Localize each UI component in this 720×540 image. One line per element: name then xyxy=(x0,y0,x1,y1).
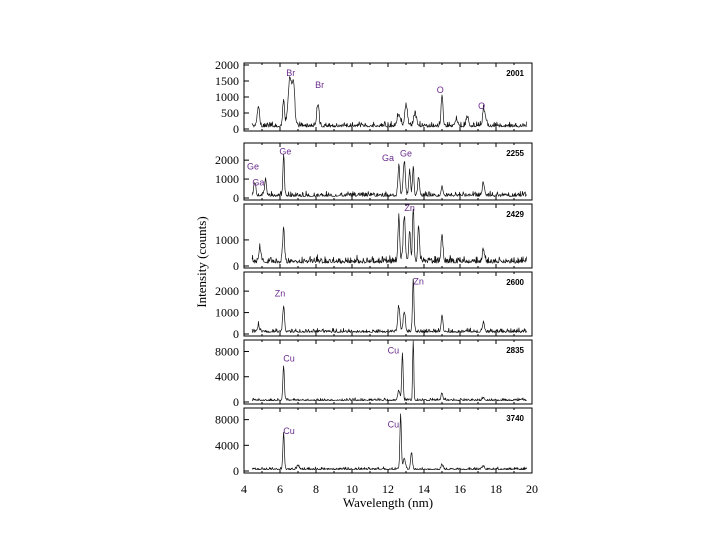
x-tick-label: 12 xyxy=(382,482,394,496)
peak-label: Br xyxy=(286,68,295,78)
peak-label: Ge xyxy=(279,146,291,156)
y-tick-label: 0 xyxy=(233,464,239,478)
y-tick-label: 0 xyxy=(233,327,239,341)
x-tick-label: 6 xyxy=(277,482,283,496)
y-tick-label: 4000 xyxy=(215,438,239,452)
peak-label: Cu xyxy=(283,426,295,436)
spectrum-trace xyxy=(251,209,527,264)
panel-title: 3740 xyxy=(506,414,524,423)
panel-title: 2600 xyxy=(506,278,524,287)
y-tick-label: 0 xyxy=(233,395,239,409)
y-tick-label: 0 xyxy=(233,259,239,273)
x-tick-label: 8 xyxy=(313,482,319,496)
peak-label: Cu xyxy=(388,419,400,429)
panel-title: 2001 xyxy=(506,69,524,78)
peak-label: O xyxy=(437,85,444,95)
panel-stack: 0 500 1000 1500 2000 2001 Br Br O O 0 1000 2000 2255 G… xyxy=(215,58,533,478)
panel-title: 2429 xyxy=(506,210,524,219)
panel-2001: 0 500 1000 1500 2000 2001 Br Br O O xyxy=(215,58,533,136)
x-tick-label: 4 xyxy=(241,482,247,496)
peak-label: O xyxy=(478,101,485,111)
spectrum-trace xyxy=(252,340,527,402)
peak-label: Ge xyxy=(247,162,259,172)
peak-label: Ge xyxy=(400,148,412,158)
peak-label: Br xyxy=(315,80,324,90)
panel-3740: 0 4000 8000 3740 Cu Cu xyxy=(215,407,533,478)
panel-frame xyxy=(243,407,533,474)
spectrum-trace xyxy=(251,154,527,197)
peak-label: Cu xyxy=(283,354,295,364)
y-tick-label: 8000 xyxy=(215,413,239,427)
y-tick-label: 0 xyxy=(233,122,239,136)
peak-label: Zn xyxy=(413,277,424,287)
y-axis-label: Intensity (counts) xyxy=(194,216,209,307)
peak-label: Cu xyxy=(388,345,400,355)
y-tick-label: 1500 xyxy=(215,74,239,88)
y-tick-label: 1000 xyxy=(215,172,239,186)
x-tick-label: 16 xyxy=(454,482,466,496)
peak-label: Zn xyxy=(404,203,415,213)
x-tick-label: 14 xyxy=(418,482,430,496)
panel-frame xyxy=(243,271,533,337)
x-axis: 4 6 8 10 12 14 16 18 20 xyxy=(241,482,538,496)
panel-2835: 0 4000 8000 2835 Cu Cu xyxy=(215,339,533,409)
x-tick-label: 20 xyxy=(526,482,538,496)
y-tick-label: 1000 xyxy=(215,306,239,320)
spectrum-trace xyxy=(251,76,527,128)
panel-title: 2255 xyxy=(506,149,524,158)
y-tick-label: 2000 xyxy=(215,153,239,167)
y-tick-label: 8000 xyxy=(215,344,239,358)
y-tick-label: 0 xyxy=(233,191,239,205)
y-tick-label: 2000 xyxy=(215,58,239,72)
panel-2429: 0 1000 2429 Zn xyxy=(215,203,533,273)
peak-label: Zn xyxy=(275,289,286,299)
y-tick-label: 1000 xyxy=(215,233,239,247)
peak-label: Ga xyxy=(382,153,394,163)
y-tick-label: 500 xyxy=(221,106,239,120)
panel-title: 2835 xyxy=(506,346,524,355)
x-tick-label: 10 xyxy=(346,482,358,496)
panel-2255: 0 1000 2000 2255 Ge Ge Ga Ga Ge xyxy=(215,142,533,205)
spectrum-trace xyxy=(251,278,527,333)
peak-label: Ga xyxy=(252,178,264,188)
y-tick-label: 4000 xyxy=(215,370,239,384)
panel-2600: 0 1000 2000 2600 Zn Zn xyxy=(215,271,533,341)
spectrum-trace xyxy=(251,413,527,471)
x-tick-label: 18 xyxy=(490,482,502,496)
x-axis-label: Wavelength (nm) xyxy=(343,495,433,510)
y-tick-label: 1000 xyxy=(215,90,239,104)
y-tick-label: 2000 xyxy=(215,284,239,298)
